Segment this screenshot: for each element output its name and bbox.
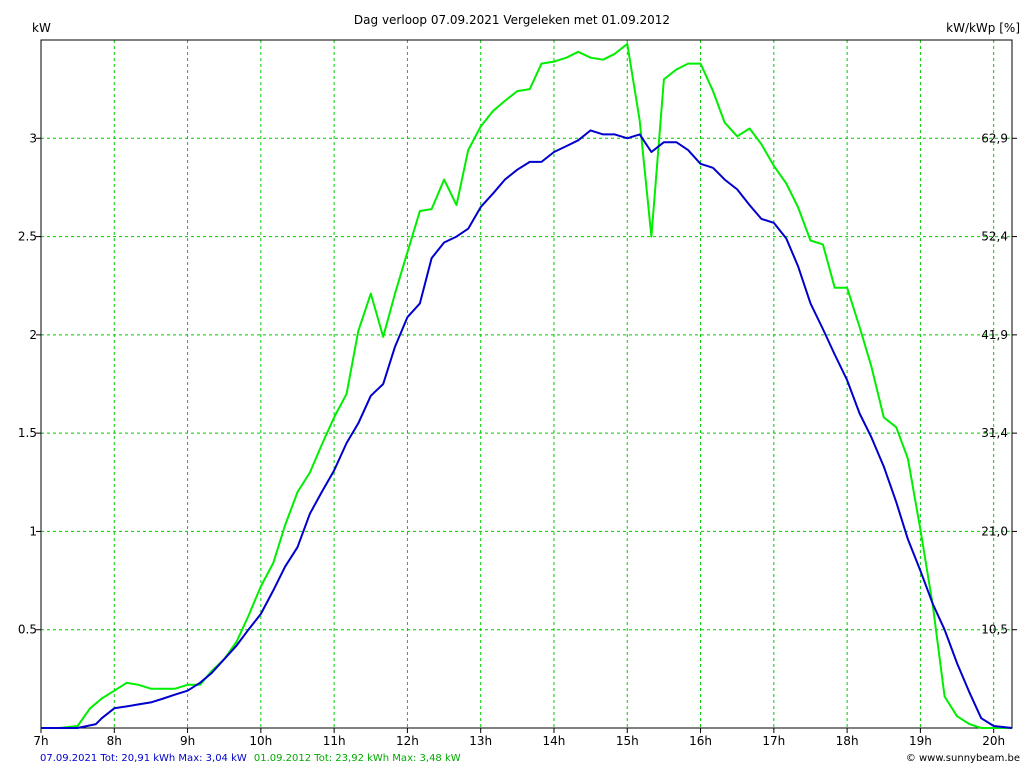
y-axis-label-right: kW/kWp [%] bbox=[946, 21, 1020, 35]
y-axis-label-left: kW bbox=[32, 21, 51, 35]
y-tick-label-right: 41,9 bbox=[981, 328, 1008, 342]
x-tick-label: 18h bbox=[836, 734, 859, 748]
x-tick-label: 9h bbox=[180, 734, 195, 748]
x-tick-label: 7h bbox=[33, 734, 48, 748]
x-tick-label: 15h bbox=[616, 734, 639, 748]
grid bbox=[41, 40, 1012, 728]
y-tick-label-left: 1.5 bbox=[18, 426, 37, 440]
y-tick-label-left: 0.5 bbox=[18, 623, 37, 637]
x-tick-label: 16h bbox=[689, 734, 712, 748]
x-tick-label: 10h bbox=[249, 734, 272, 748]
x-tick-label: 17h bbox=[762, 734, 785, 748]
series-line-07.09.2021 bbox=[41, 129, 1013, 729]
footer-credit: © www.sunnybeam.be bbox=[906, 753, 1020, 764]
plot-frame bbox=[40, 39, 1013, 729]
y-tick-label-left: 2 bbox=[29, 328, 37, 342]
series-line-01.09.2012 bbox=[41, 42, 1012, 729]
y-tick-label-left: 1 bbox=[29, 524, 37, 538]
y-tick-label-right: 10,5 bbox=[981, 623, 1008, 637]
x-tick-label: 13h bbox=[469, 734, 492, 748]
footer-series-2012: 01.09.2012 Tot: 23,92 kWh Max: 3,48 kW bbox=[254, 753, 461, 764]
y-tick-label-right: 31,4 bbox=[981, 426, 1008, 440]
y-tick-label-right: 21,0 bbox=[981, 524, 1008, 538]
footer-series-2021: 07.09.2021 Tot: 20,91 kWh Max: 3,04 kW bbox=[40, 753, 247, 764]
y-tick-label-left: 2.5 bbox=[18, 230, 37, 244]
x-tick-label: 11h bbox=[323, 734, 346, 748]
x-tick-label: 12h bbox=[396, 734, 419, 748]
x-tick-label: 8h bbox=[107, 734, 122, 748]
x-tick-label: 19h bbox=[909, 734, 932, 748]
chart-title: Dag verloop 07.09.2021 Vergeleken met 01… bbox=[354, 13, 670, 27]
y-tick-label-left: 3 bbox=[29, 131, 37, 145]
y-tick-label-right: 52,4 bbox=[981, 230, 1008, 244]
x-tick-label: 14h bbox=[543, 734, 566, 748]
x-ticks: 7h 8h 9h 10h 11h 12h 13h 14h 15h 16h 17h 18h 19h 20h bbox=[33, 728, 1005, 748]
y-ticks: 0.5 10,5 1 21,0 1.5 31,4 2 41,9 2.5 52,4 3 62,9 bbox=[18, 131, 1017, 637]
x-tick-label: 20h bbox=[982, 734, 1005, 748]
footer-text: 07.09.2021 Tot: 20,91 kWh Max: 3,04 kW 0… bbox=[40, 746, 461, 765]
y-tick-label-right: 62,9 bbox=[981, 131, 1008, 145]
series bbox=[41, 42, 1013, 729]
